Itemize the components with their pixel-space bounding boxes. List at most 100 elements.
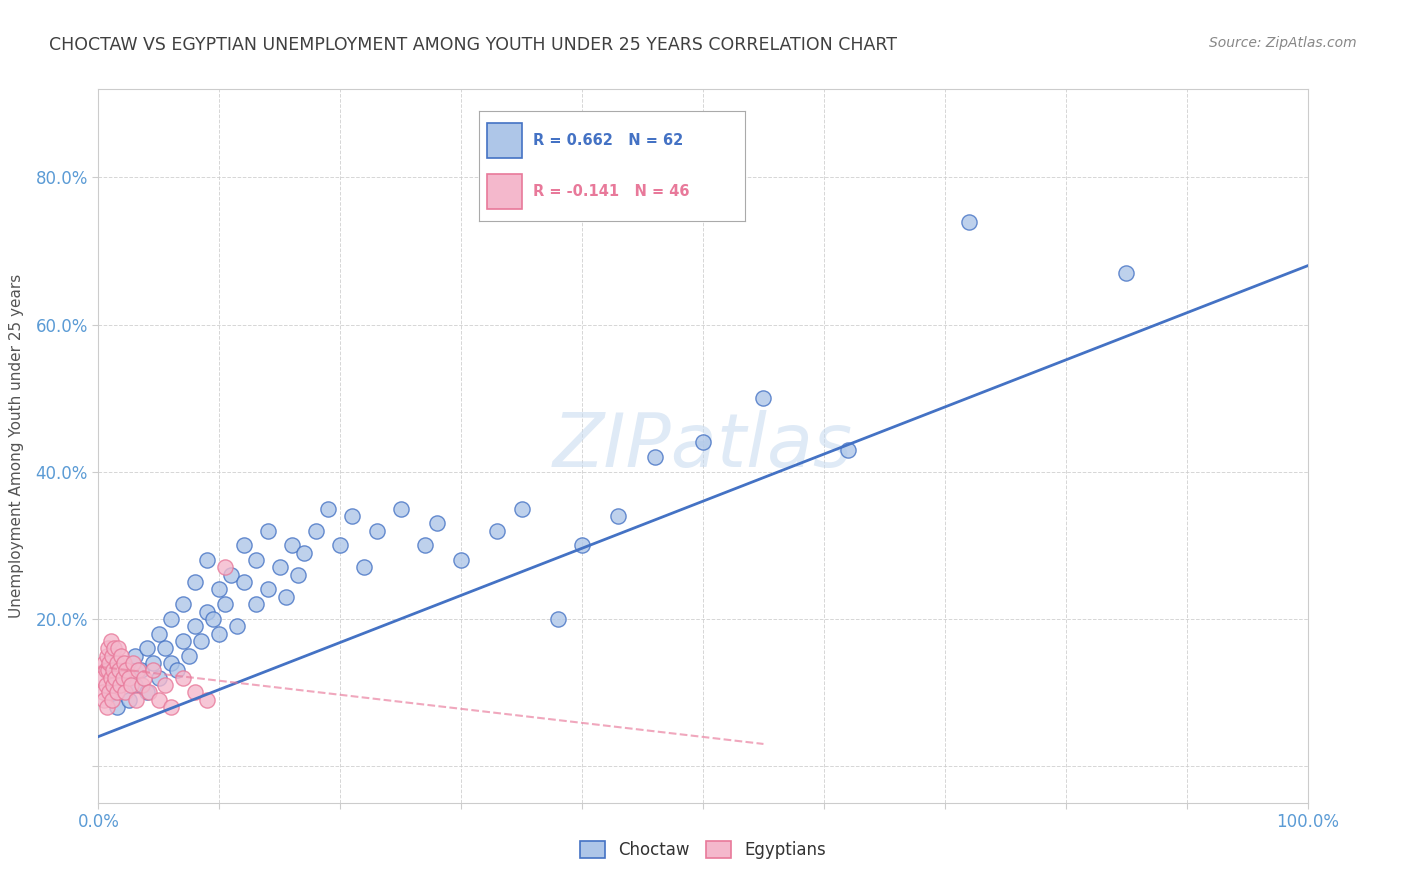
Egyptians	[103, 641, 125, 656]
Egyptians	[118, 671, 141, 685]
Egyptians	[100, 634, 122, 648]
Choctaw	[160, 612, 183, 626]
Choctaw	[342, 508, 364, 523]
Choctaw	[644, 450, 666, 464]
Egyptians	[96, 648, 118, 663]
Choctaw	[329, 538, 352, 552]
Choctaw	[486, 524, 509, 538]
Y-axis label: Unemployment Among Youth under 25 years: Unemployment Among Youth under 25 years	[10, 274, 24, 618]
Choctaw	[547, 612, 569, 626]
Egyptians	[134, 671, 156, 685]
Egyptians	[104, 671, 127, 685]
Choctaw	[353, 560, 375, 574]
Egyptians	[101, 664, 124, 678]
Egyptians	[131, 678, 153, 692]
Egyptians	[184, 685, 207, 699]
Choctaw	[413, 538, 436, 552]
Choctaw	[245, 597, 267, 611]
Choctaw	[124, 648, 146, 663]
Choctaw	[105, 700, 128, 714]
Egyptians	[107, 641, 129, 656]
Choctaw	[208, 582, 231, 597]
Egyptians	[98, 656, 121, 670]
Choctaw	[142, 656, 165, 670]
Choctaw	[148, 671, 170, 685]
Egyptians	[100, 648, 122, 663]
Egyptians	[125, 693, 148, 707]
Choctaw	[232, 538, 254, 552]
Choctaw	[184, 619, 207, 633]
Choctaw	[450, 553, 472, 567]
Egyptians	[97, 641, 120, 656]
Text: CHOCTAW VS EGYPTIAN UNEMPLOYMENT AMONG YOUTH UNDER 25 YEARS CORRELATION CHART: CHOCTAW VS EGYPTIAN UNEMPLOYMENT AMONG Y…	[49, 36, 897, 54]
Choctaw	[281, 538, 304, 552]
Choctaw	[256, 524, 278, 538]
Choctaw	[195, 553, 218, 567]
Choctaw	[111, 671, 134, 685]
Legend: Choctaw, Egyptians: Choctaw, Egyptians	[579, 840, 827, 859]
Egyptians	[153, 678, 176, 692]
Text: Source: ZipAtlas.com: Source: ZipAtlas.com	[1209, 36, 1357, 50]
Choctaw	[226, 619, 249, 633]
Egyptians	[98, 685, 121, 699]
Egyptians	[93, 656, 115, 670]
Egyptians	[93, 693, 115, 707]
Egyptians	[108, 678, 131, 692]
Egyptians	[195, 693, 218, 707]
Choctaw	[510, 501, 533, 516]
Text: ZIPatlas: ZIPatlas	[553, 410, 853, 482]
Egyptians	[100, 671, 122, 685]
Egyptians	[114, 685, 136, 699]
Choctaw	[389, 501, 412, 516]
Choctaw	[256, 582, 278, 597]
Choctaw	[837, 442, 859, 457]
Choctaw	[692, 435, 714, 450]
Egyptians	[97, 664, 120, 678]
Choctaw	[184, 575, 207, 590]
Egyptians	[100, 693, 122, 707]
Choctaw	[172, 634, 194, 648]
Choctaw	[274, 590, 297, 604]
Choctaw	[232, 575, 254, 590]
Egyptians	[94, 678, 117, 692]
Choctaw	[214, 597, 236, 611]
Choctaw	[118, 693, 141, 707]
Choctaw	[287, 567, 309, 582]
Choctaw	[135, 685, 157, 699]
Egyptians	[94, 664, 117, 678]
Choctaw	[221, 567, 243, 582]
Choctaw	[179, 648, 201, 663]
Choctaw	[292, 546, 315, 560]
Choctaw	[245, 553, 267, 567]
Choctaw	[957, 214, 980, 228]
Egyptians	[101, 678, 124, 692]
Choctaw	[129, 664, 152, 678]
Choctaw	[571, 538, 593, 552]
Choctaw	[305, 524, 328, 538]
Egyptians	[108, 664, 131, 678]
Choctaw	[160, 656, 183, 670]
Egyptians	[120, 678, 142, 692]
Choctaw	[148, 626, 170, 640]
Choctaw	[208, 626, 231, 640]
Egyptians	[112, 656, 135, 670]
Egyptians	[160, 700, 183, 714]
Egyptians	[172, 671, 194, 685]
Egyptians	[214, 560, 236, 574]
Egyptians	[105, 656, 128, 670]
Egyptians	[138, 685, 160, 699]
Choctaw	[153, 641, 176, 656]
Choctaw	[366, 524, 388, 538]
Choctaw	[269, 560, 291, 574]
Egyptians	[91, 685, 114, 699]
Choctaw	[100, 685, 122, 699]
Egyptians	[110, 648, 132, 663]
Choctaw	[752, 391, 775, 405]
Choctaw	[202, 612, 225, 626]
Egyptians	[105, 685, 128, 699]
Egyptians	[115, 664, 138, 678]
Egyptians	[122, 656, 145, 670]
Choctaw	[426, 516, 449, 531]
Egyptians	[111, 671, 134, 685]
Egyptians	[142, 664, 165, 678]
